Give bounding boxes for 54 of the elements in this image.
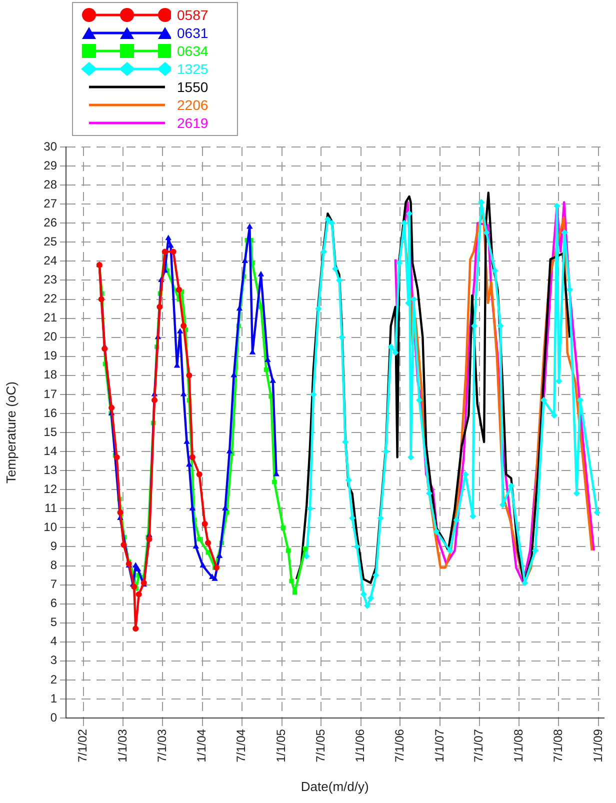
y-tick-label: 29 <box>44 158 58 172</box>
y-tick-label: 0 <box>50 710 58 724</box>
legend-label: 0634 <box>177 43 208 59</box>
legend-label: 0587 <box>177 7 208 23</box>
y-tick-label: 26 <box>44 215 58 230</box>
y-tick-label: 27 <box>44 196 58 210</box>
x-axis-title: Date(m/d/y) <box>300 778 369 794</box>
y-tick-label: 6 <box>50 596 58 610</box>
x-tick-label: 7/1/04 <box>234 728 248 762</box>
x-tick-label: 7/1/03 <box>154 728 169 762</box>
x-tick-label: 7/1/02 <box>76 728 90 762</box>
y-tick-label: 20 <box>44 330 58 344</box>
y-tick-label: 5 <box>50 615 58 630</box>
y-tick-label: 25 <box>44 234 58 248</box>
y-tick-label: 9 <box>50 539 58 554</box>
y-tick-label: 19 <box>44 348 58 363</box>
x-tick-label: 7/1/08 <box>550 728 565 762</box>
y-tick-label: 1 <box>50 691 58 706</box>
y-tick-label: 15 <box>44 424 58 439</box>
y-tick-label: 28 <box>44 177 58 192</box>
y-tick-label: 4 <box>50 634 58 648</box>
y-tick-label: 30 <box>44 139 58 154</box>
text: 1550 <box>177 79 208 95</box>
legend-label: 1325 <box>177 61 208 77</box>
y-tick-label: 11 <box>44 500 58 515</box>
y-axis-title: Temperature (oC) <box>3 382 18 484</box>
y-tick-label: 23 <box>44 272 58 287</box>
x-tick-label: 1/1/06 <box>353 728 368 762</box>
y-tick-label: 22 <box>44 292 58 306</box>
y-tick-label: 24 <box>44 254 58 268</box>
y-tick-label: 14 <box>44 444 58 458</box>
text: 2206 <box>177 97 208 113</box>
y-tick-label: 2 <box>50 672 58 686</box>
x-tick-label: 1/1/07 <box>432 728 446 762</box>
x-tick-label: 7/1/06 <box>392 728 406 762</box>
x-tick-label: 1/1/03 <box>116 728 130 762</box>
y-tick-label: 12 <box>44 482 58 496</box>
x-tick-label: 1/1/08 <box>512 728 526 762</box>
x-tick-label: 7/1/05 <box>313 728 328 762</box>
x-tick-label: 1/1/09 <box>590 728 605 762</box>
x-tick-label: 1/1/04 <box>194 728 209 762</box>
x-tick-label: 1/1/05 <box>274 728 288 762</box>
y-tick-label: 13 <box>44 462 58 477</box>
text: 2619 <box>177 115 208 131</box>
y-tick-label: 3 <box>50 653 58 668</box>
y-tick-label: 7 <box>50 577 58 592</box>
y-tick-label: 18 <box>44 368 58 382</box>
x-tick-label: 7/1/07 <box>472 728 486 762</box>
legend-label: 0631 <box>177 25 208 41</box>
y-tick-label: 8 <box>50 558 58 572</box>
y-tick-label: 10 <box>44 520 58 534</box>
y-tick-label: 21 <box>44 310 58 325</box>
y-tick-label: 16 <box>44 406 58 420</box>
y-tick-label: 17 <box>44 386 58 401</box>
